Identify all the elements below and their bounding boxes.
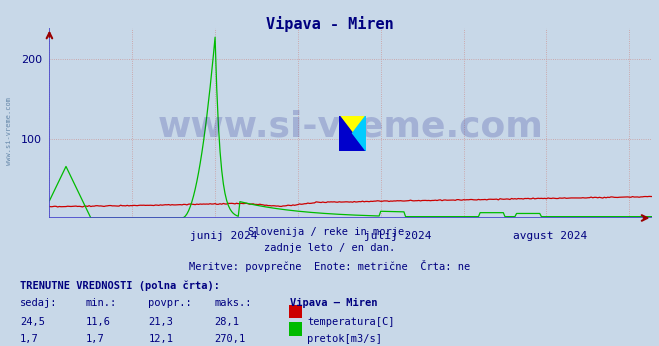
Text: Vipava – Miren: Vipava – Miren (290, 298, 378, 308)
Text: povpr.:: povpr.: (148, 298, 192, 308)
Text: junij 2024: junij 2024 (190, 231, 257, 241)
Polygon shape (353, 116, 366, 151)
Text: 1,7: 1,7 (20, 334, 38, 344)
Text: 21,3: 21,3 (148, 317, 173, 327)
Text: 270,1: 270,1 (214, 334, 245, 344)
Text: avgust 2024: avgust 2024 (513, 231, 587, 241)
Text: 12,1: 12,1 (148, 334, 173, 344)
Text: pretok[m3/s]: pretok[m3/s] (307, 334, 382, 344)
Text: Slovenija / reke in morje.: Slovenija / reke in morje. (248, 227, 411, 237)
Text: www.si-vreme.com: www.si-vreme.com (5, 98, 12, 165)
Text: zadnje leto / en dan.: zadnje leto / en dan. (264, 243, 395, 253)
Text: Meritve: povprečne  Enote: metrične  Črta: ne: Meritve: povprečne Enote: metrične Črta:… (189, 260, 470, 272)
Text: julij 2024: julij 2024 (364, 231, 431, 241)
Text: 1,7: 1,7 (86, 334, 104, 344)
Text: Vipava - Miren: Vipava - Miren (266, 16, 393, 31)
Text: maks.:: maks.: (214, 298, 252, 308)
Text: temperatura[C]: temperatura[C] (307, 317, 395, 327)
Text: www.si-vreme.com: www.si-vreme.com (158, 110, 544, 144)
Text: TRENUTNE VREDNOSTI (polna črta):: TRENUTNE VREDNOSTI (polna črta): (20, 280, 219, 291)
Text: sedaj:: sedaj: (20, 298, 57, 308)
Text: 24,5: 24,5 (20, 317, 45, 327)
Polygon shape (339, 116, 366, 151)
Text: min.:: min.: (86, 298, 117, 308)
Text: 11,6: 11,6 (86, 317, 111, 327)
Polygon shape (339, 116, 366, 151)
Text: 28,1: 28,1 (214, 317, 239, 327)
